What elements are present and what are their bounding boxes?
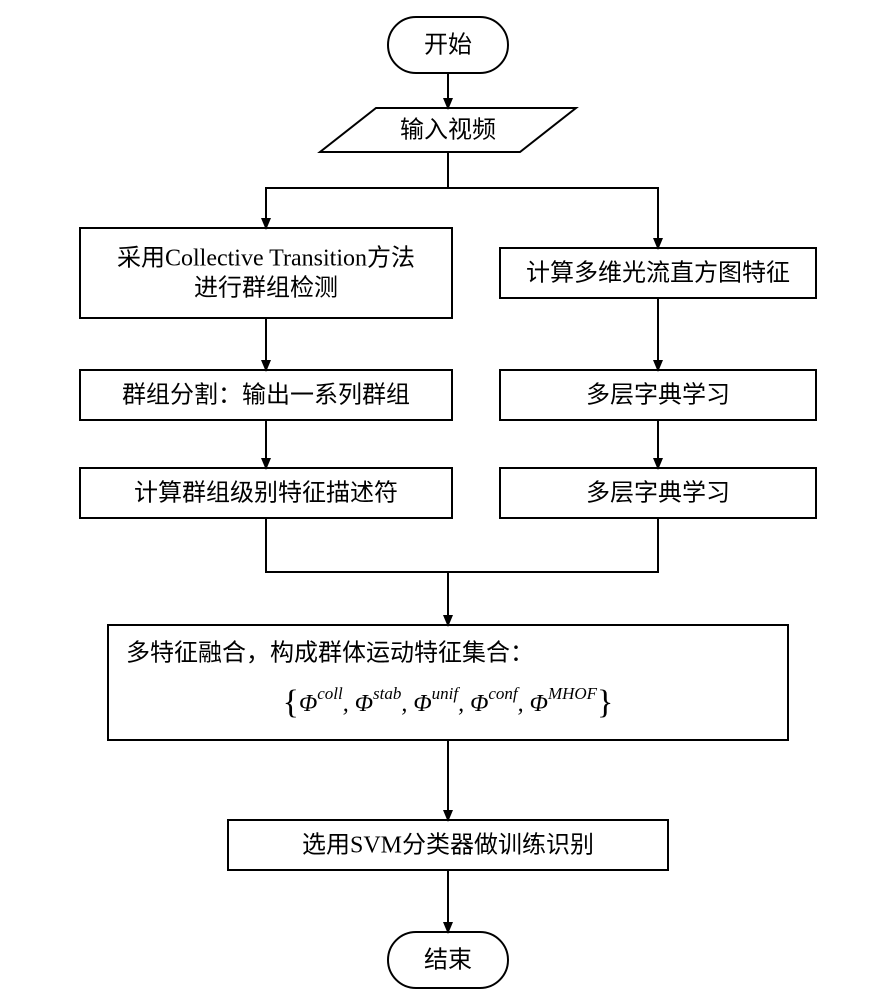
svg-text:多层字典学习: 多层字典学习 <box>586 480 730 507</box>
svg-text:结束: 结束 <box>424 947 472 974</box>
R2: 多层字典学习 <box>500 370 816 420</box>
a_split_R <box>448 188 658 248</box>
svg-text:采用Collective Transition方法: 采用Collective Transition方法 <box>117 245 415 272</box>
a_L3_merge <box>266 518 448 572</box>
input-io: 输入视频 <box>320 108 576 152</box>
L1: 采用Collective Transition方法进行群组检测 <box>80 228 452 318</box>
L2: 群组分割：输出一系列群组 <box>80 370 452 420</box>
svg-text:选用SVM分类器做训练识别: 选用SVM分类器做训练识别 <box>302 832 594 859</box>
L3: 计算群组级别特征描述符 <box>80 468 452 518</box>
svg-text:计算多维光流直方图特征: 计算多维光流直方图特征 <box>526 260 790 287</box>
R1: 计算多维光流直方图特征 <box>500 248 816 298</box>
start-terminator: 开始 <box>388 17 508 73</box>
a_R3_merge <box>448 518 658 572</box>
flowchart-diagram: 开始输入视频采用Collective Transition方法进行群组检测群组分… <box>0 0 896 1000</box>
svg-text:进行群组检测: 进行群组检测 <box>194 275 338 302</box>
svg-text:输入视频: 输入视频 <box>400 117 496 144</box>
svm-box: 选用SVM分类器做训练识别 <box>228 820 668 870</box>
R3: 多层字典学习 <box>500 468 816 518</box>
fusion-box: 多特征融合，构成群体运动特征集合：{Φcoll, Φstab, Φunif, Φ… <box>108 625 788 740</box>
svg-text:群组分割：输出一系列群组: 群组分割：输出一系列群组 <box>122 382 410 409</box>
svg-text:多特征融合，构成群体运动特征集合：: 多特征融合，构成群体运动特征集合： <box>126 640 534 667</box>
svg-text:开始: 开始 <box>424 32 472 59</box>
svg-text:计算群组级别特征描述符: 计算群组级别特征描述符 <box>134 480 398 507</box>
a_split_L <box>266 188 448 228</box>
end-terminator: 结束 <box>388 932 508 988</box>
svg-text:多层字典学习: 多层字典学习 <box>586 382 730 409</box>
